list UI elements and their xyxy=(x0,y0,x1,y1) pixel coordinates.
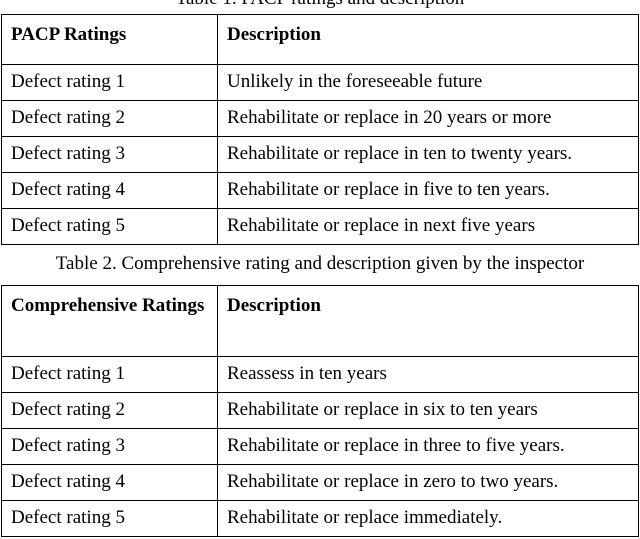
cell: Rehabilitate or replace in ten to twenty… xyxy=(217,136,639,173)
cell: Rehabilitate or replace in 20 years or m… xyxy=(217,100,639,137)
row: Defect rating 5 Rehabilitate or replace i… xyxy=(1,500,639,537)
row: Defect rating 1 Unlikely in the foreseeab… xyxy=(1,64,639,101)
row: Defect rating 3 Rehabilitate or replace i… xyxy=(1,136,639,173)
cell: Defect rating 5 xyxy=(1,208,218,245)
cell: Rehabilitate or replace in zero to two y… xyxy=(217,464,639,501)
cell: Defect rating 5 xyxy=(1,500,218,537)
cell: Defect rating 2 xyxy=(1,100,218,137)
row: Defect rating 4 Rehabilitate or replace i… xyxy=(1,172,639,209)
header-row: Comprehensive Ratings Description xyxy=(1,285,639,357)
row: Defect rating 3 Rehabilitate or replace i… xyxy=(1,428,639,465)
cell: Comprehensive Ratings xyxy=(1,285,218,357)
cell: Rehabilitate or replace in three to five… xyxy=(217,428,639,465)
cell: Description xyxy=(217,14,639,65)
cell: Defect rating 1 xyxy=(1,356,218,393)
cell: Defect rating 4 xyxy=(1,464,218,501)
cell: Rehabilitate or replace in six to ten ye… xyxy=(217,392,639,429)
cell: Description xyxy=(217,285,639,357)
row: Defect rating 5 Rehabilitate or replace i… xyxy=(1,208,639,245)
cell: Defect rating 3 xyxy=(1,136,218,173)
table: PACP Ratings Description Defect rating 1 Un… xyxy=(1,14,639,245)
cell: Unlikely in the foreseeable future xyxy=(217,64,639,101)
table: Comprehensive Ratings Description Defect r… xyxy=(1,285,639,537)
header-row: PACP Ratings Description xyxy=(1,14,639,65)
cell: Defect rating 1 xyxy=(1,64,218,101)
cell: Reassess in ten years xyxy=(217,356,639,393)
caption: Table 2. Comprehensive rating and descri… xyxy=(55,253,585,274)
cell: Defect rating 3 xyxy=(1,428,218,465)
row: Defect rating 2 Rehabilitate or replace i… xyxy=(1,392,639,429)
cell: Defect rating 2 xyxy=(1,392,218,429)
caption: Table 1. PACP ratings and description xyxy=(0,0,640,10)
cell: Rehabilitate or replace in five to ten y… xyxy=(217,172,639,209)
cell: PACP Ratings xyxy=(1,14,218,65)
row: Defect rating 2 Rehabilitate or replace i… xyxy=(1,100,639,137)
cell: Rehabilitate or replace in next five yea… xyxy=(217,208,639,245)
cell: Defect rating 4 xyxy=(1,172,218,209)
row: Defect rating 4 Rehabilitate or replace i… xyxy=(1,464,639,501)
cell: Rehabilitate or replace immediately. xyxy=(217,500,639,537)
row: Defect rating 1 Reassess in ten years xyxy=(1,356,639,393)
